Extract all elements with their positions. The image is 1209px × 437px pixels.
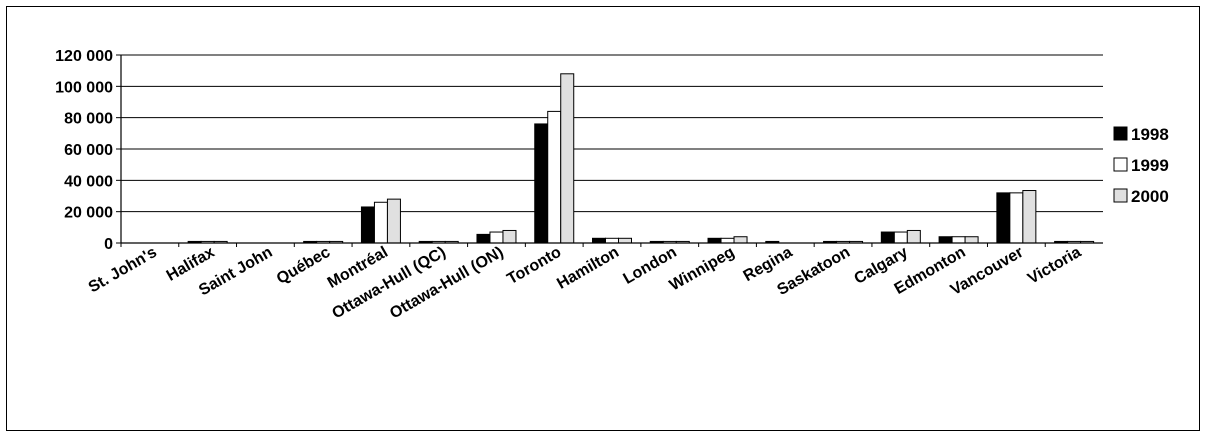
- bar-1999: [720, 237, 735, 244]
- y-tick-label: 0: [104, 236, 113, 253]
- x-tick-label: Québec: [274, 244, 333, 288]
- bar-1998: [534, 123, 549, 244]
- x-tick-label: Hamilton: [554, 244, 622, 293]
- bar-1999: [893, 231, 908, 244]
- bar-1998: [360, 206, 375, 244]
- bar-1998: [707, 237, 722, 244]
- gridlines: [121, 54, 1103, 213]
- bar-2000: [1022, 190, 1037, 244]
- y-tick-label: 100 000: [55, 79, 113, 96]
- bar-1999: [1009, 192, 1024, 244]
- y-tick-label: 80 000: [64, 111, 113, 128]
- bar-1998: [880, 231, 895, 244]
- legend-swatch-1998: [1113, 126, 1128, 141]
- y-tick-label: 120 000: [55, 48, 113, 65]
- axes: [120, 55, 1103, 247]
- bar-1998: [592, 237, 606, 244]
- bar-1999: [373, 201, 388, 244]
- bar-1998: [996, 192, 1011, 244]
- bars: [187, 73, 1095, 244]
- bar-1999: [547, 110, 562, 244]
- bar-2000: [386, 198, 401, 244]
- bar-2000: [906, 229, 921, 244]
- legend: 1998 1999 2000: [1113, 125, 1169, 206]
- bar-1999: [951, 236, 966, 244]
- bar-2000: [964, 236, 979, 244]
- x-tick-label: Winnipeg: [667, 244, 738, 295]
- legend-swatch-2000: [1113, 188, 1128, 203]
- bar-1999: [605, 237, 619, 244]
- x-tick-label: St. John's: [86, 244, 160, 297]
- y-tick-label: 20 000: [64, 205, 113, 222]
- y-tick-label: 60 000: [64, 142, 113, 159]
- legend-label: 2000: [1131, 187, 1169, 206]
- bar-1999: [489, 231, 504, 244]
- y-tick-label: 40 000: [64, 173, 113, 190]
- bar-1998: [938, 236, 953, 244]
- legend-label: 1999: [1131, 156, 1169, 175]
- legend-label: 1998: [1131, 125, 1169, 144]
- legend-swatch-1999: [1113, 157, 1128, 172]
- bar-2000: [733, 236, 748, 244]
- bar-2000: [560, 73, 575, 244]
- y-axis-ticks: 0 20 000 40 000 60 000 80 000 100 000 120 000: [55, 48, 121, 253]
- bar-1998: [476, 233, 491, 244]
- x-tick-label: Victoria: [1025, 244, 1084, 288]
- bar-2000: [618, 237, 632, 244]
- bar-2000: [502, 229, 517, 244]
